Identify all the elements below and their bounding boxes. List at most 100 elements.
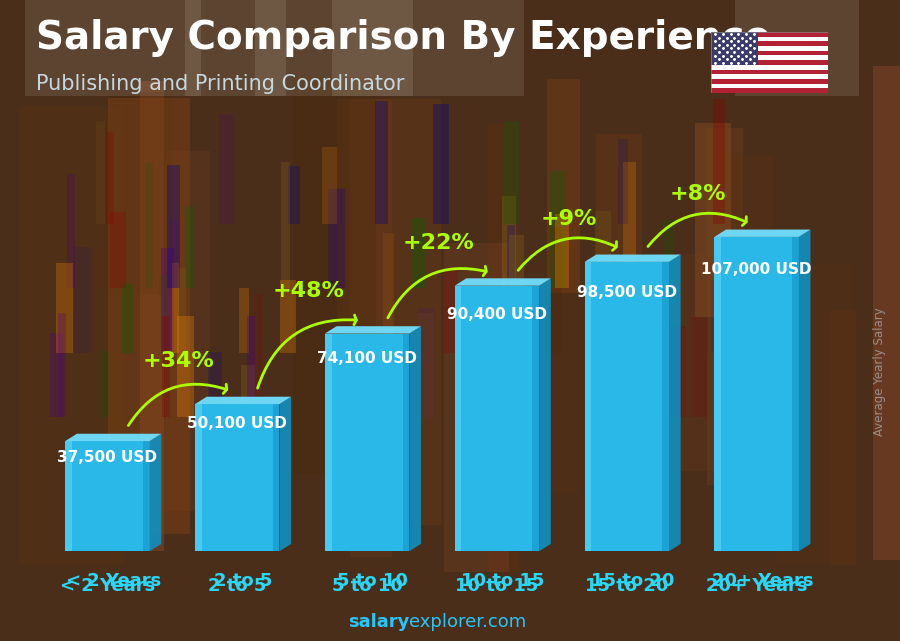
Bar xyxy=(551,208,581,494)
Bar xyxy=(65,441,149,551)
Text: 37,500 USD: 37,500 USD xyxy=(58,450,158,465)
Bar xyxy=(711,46,828,51)
Text: +9%: +9% xyxy=(540,209,597,229)
Bar xyxy=(95,121,105,224)
Bar xyxy=(170,218,179,288)
Bar xyxy=(444,269,458,353)
Bar xyxy=(514,280,524,353)
Text: < 2 Years: < 2 Years xyxy=(59,577,155,595)
Bar xyxy=(161,248,174,353)
Bar xyxy=(241,365,255,417)
Bar xyxy=(350,99,392,557)
Polygon shape xyxy=(454,278,551,286)
Bar xyxy=(508,225,516,288)
Bar xyxy=(777,265,850,563)
Polygon shape xyxy=(325,326,421,333)
Bar xyxy=(711,51,828,56)
Bar xyxy=(140,81,164,551)
Bar xyxy=(509,235,524,353)
Bar xyxy=(551,226,562,353)
Bar xyxy=(195,404,279,551)
Bar xyxy=(185,0,285,96)
Bar xyxy=(50,333,63,417)
Text: 50,100 USD: 50,100 USD xyxy=(187,416,287,431)
Bar xyxy=(248,316,255,417)
Bar xyxy=(332,0,525,96)
Bar xyxy=(159,275,167,353)
Bar xyxy=(411,218,426,288)
Bar xyxy=(254,294,263,417)
Bar xyxy=(711,69,828,74)
Bar xyxy=(143,441,149,551)
Bar xyxy=(735,0,859,96)
Bar xyxy=(177,269,185,353)
Bar xyxy=(711,32,758,65)
Bar xyxy=(282,162,290,288)
Bar xyxy=(454,286,539,551)
Bar xyxy=(106,132,114,224)
Bar xyxy=(75,247,91,353)
Bar xyxy=(624,162,635,288)
Bar xyxy=(433,104,449,224)
Bar xyxy=(338,99,441,526)
Bar xyxy=(752,345,765,417)
Bar xyxy=(56,263,73,353)
Bar xyxy=(714,99,725,224)
Text: Average Yearly Salary: Average Yearly Salary xyxy=(874,308,886,436)
Bar xyxy=(195,404,202,551)
Bar xyxy=(711,83,828,88)
Polygon shape xyxy=(279,397,291,551)
Text: +34%: +34% xyxy=(143,351,215,372)
Bar xyxy=(597,134,643,493)
Bar xyxy=(167,165,180,288)
Bar xyxy=(585,262,669,551)
Text: +8%: +8% xyxy=(670,185,726,204)
Bar xyxy=(325,333,331,551)
Bar xyxy=(184,206,193,288)
Bar xyxy=(454,286,462,551)
Bar xyxy=(662,262,669,551)
Bar xyxy=(711,65,828,69)
Bar xyxy=(711,88,828,93)
Bar xyxy=(711,42,828,46)
Bar xyxy=(375,101,388,224)
Polygon shape xyxy=(585,254,680,262)
Bar xyxy=(533,286,539,551)
Text: 5 to 10: 5 to 10 xyxy=(331,577,402,595)
Bar xyxy=(501,196,517,288)
Bar xyxy=(239,288,248,353)
Bar xyxy=(792,237,799,551)
Text: Publishing and Printing Coordinator: Publishing and Printing Coordinator xyxy=(36,74,404,94)
Text: < 2 Years: < 2 Years xyxy=(66,572,161,590)
Bar xyxy=(549,171,565,288)
Bar xyxy=(715,237,721,551)
Bar xyxy=(727,155,773,379)
Bar xyxy=(711,32,828,37)
Bar xyxy=(99,351,110,417)
Bar xyxy=(445,243,509,572)
Bar xyxy=(595,210,610,288)
Polygon shape xyxy=(149,434,161,551)
Bar xyxy=(711,60,828,65)
Text: 15 to 20: 15 to 20 xyxy=(585,577,669,595)
Text: 20+ Years: 20+ Years xyxy=(712,572,814,590)
Bar xyxy=(67,174,75,288)
Polygon shape xyxy=(410,326,421,551)
Text: 2 to 5: 2 to 5 xyxy=(214,572,273,590)
Bar xyxy=(546,290,562,353)
Bar xyxy=(110,213,126,288)
Bar xyxy=(110,92,173,296)
Bar xyxy=(656,254,743,470)
Text: 5 to 10: 5 to 10 xyxy=(338,572,409,590)
Bar xyxy=(220,115,234,224)
Text: 20+ Years: 20+ Years xyxy=(706,577,807,595)
Text: 15 to 20: 15 to 20 xyxy=(591,572,674,590)
Bar xyxy=(691,317,708,417)
Bar xyxy=(121,285,133,353)
Polygon shape xyxy=(799,229,811,551)
Bar xyxy=(670,326,687,417)
Polygon shape xyxy=(669,254,680,551)
Bar xyxy=(19,106,124,565)
Bar xyxy=(255,0,413,96)
Text: 90,400 USD: 90,400 USD xyxy=(447,307,547,322)
